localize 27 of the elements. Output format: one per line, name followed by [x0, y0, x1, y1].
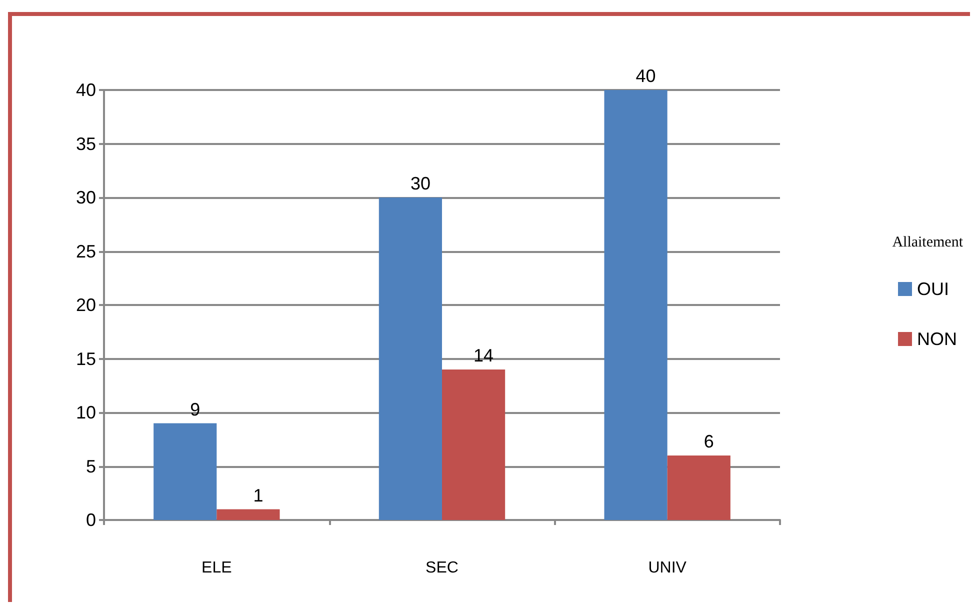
y-tick-label: 40: [76, 80, 96, 100]
legend-label: OUI: [917, 279, 950, 299]
y-tick-label: 35: [76, 134, 96, 154]
bar: [604, 90, 668, 520]
bar: [216, 509, 280, 520]
data-label: 9: [190, 399, 200, 420]
y-tick-label: 10: [76, 402, 96, 422]
x-tick-label: SEC: [426, 560, 458, 576]
data-label: 40: [636, 66, 656, 86]
x-tick-label: UNIV: [648, 560, 687, 576]
x-tick-label: ELE: [202, 560, 232, 576]
y-tick-label: 0: [86, 510, 96, 530]
y-tick-label: 30: [76, 188, 96, 208]
y-tick-label: 20: [76, 295, 96, 315]
data-label: 14: [474, 346, 494, 366]
bar: [442, 370, 506, 520]
data-label: 30: [410, 174, 430, 194]
bar: [378, 198, 442, 520]
bar: [667, 456, 730, 520]
y-tick-label: 15: [76, 348, 96, 369]
bar: [154, 423, 217, 520]
y-tick-label: 25: [76, 241, 96, 262]
legend-label: NON: [917, 329, 957, 349]
data-label: 1: [253, 485, 264, 506]
y-tick-label: 5: [86, 456, 96, 476]
data-label: 6: [704, 432, 714, 452]
legend-title: Allaitement: [892, 234, 964, 250]
